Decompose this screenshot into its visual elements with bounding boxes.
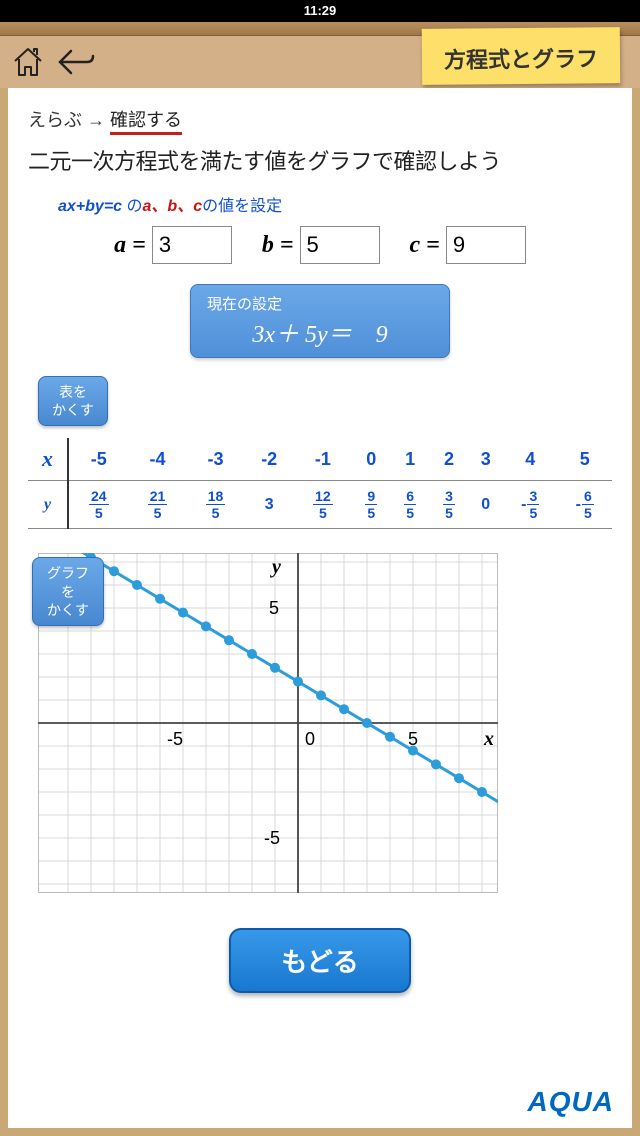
table-cell: 185 [187,481,245,529]
logo: AQUA [528,1086,614,1118]
graph: xy-5505-5 [38,553,498,893]
table-cell: -1 [294,438,352,481]
y-header: y [28,481,68,529]
table-cell: 65 [391,481,430,529]
back-arrow-icon [57,47,95,77]
table-cell: 215 [129,481,187,529]
table-cell: 3 [468,438,503,481]
input-a[interactable] [152,226,232,264]
breadcrumb-step2: 確認する [110,110,182,135]
svg-text:-5: -5 [264,828,280,848]
label-c: c = [410,232,440,259]
svg-text:y: y [270,556,281,578]
table-cell: 35 [430,481,469,529]
label-b: b = [262,232,294,259]
table-cell: -4 [129,438,187,481]
header: 方程式とグラフ [0,36,640,88]
eq-template: ax+by=c [58,198,122,215]
current-setting-box: 現在の設定 3x＋ 5y＝ 9 [190,284,450,358]
table-cell: 2 [430,438,469,481]
toggle-graph-button[interactable]: グラフをかくす [32,557,104,626]
page-title: 方程式とグラフ [444,46,598,72]
page-title-sticky: 方程式とグラフ [422,27,620,85]
input-group-a: a = [114,226,232,264]
return-button[interactable]: もどる [229,928,410,993]
current-setting-label: 現在の設定 [207,293,433,314]
table-cell: 4 [503,438,557,481]
table-cell: 3 [245,481,294,529]
svg-text:-5: -5 [167,729,183,749]
breadcrumb: えらぶ → 確認する [28,106,612,132]
input-group-c: c = [410,226,526,264]
table-cell: 0 [352,438,391,481]
table-cell: 245 [68,481,129,529]
input-b[interactable] [300,226,380,264]
toggle-table-button[interactable]: 表をかくす [38,376,108,426]
table-cell: -5 [68,438,129,481]
label-a: a = [114,232,146,259]
breadcrumb-arrow: → [87,110,105,130]
table-cell: 95 [352,481,391,529]
input-c[interactable] [446,226,526,264]
breadcrumb-step1: えらぶ [28,110,82,130]
svg-text:0: 0 [305,729,315,749]
status-bar: 11:29 [0,0,640,22]
table-cell: 0 [468,481,503,529]
table-y-row: y 24521518531259565350-35-65 [28,481,612,529]
svg-text:x: x [483,728,494,750]
content-area: えらぶ → 確認する 二元一次方程式を満たす値をグラフで確認しよう ax+by=… [8,88,632,1128]
data-table: x -5-4-3-2-1012345 y 2452151853125956535… [28,438,612,529]
table-cell: 5 [557,438,612,481]
table-cell: 125 [294,481,352,529]
inputs-row: a = b = c = [28,226,612,264]
table-cell: -65 [557,481,612,529]
heading: 二元一次方程式を満たす値をグラフで確認しよう [28,144,612,176]
input-group-b: b = [262,226,380,264]
home-icon [11,45,45,79]
status-time: 11:29 [304,3,337,18]
table-cell: 1 [391,438,430,481]
x-header: x [28,438,68,481]
current-equation: 3x＋ 5y＝ 9 [207,314,433,349]
graph-container: グラフをかくす xy-5505-5 [38,553,612,898]
table-cell: -35 [503,481,557,529]
setting-label: ax+by=c のa、b、cの値を設定 [58,192,612,216]
svg-text:5: 5 [269,598,279,618]
table-cell: -3 [187,438,245,481]
back-button[interactable] [56,42,96,82]
table-cell: -2 [245,438,294,481]
home-button[interactable] [8,42,48,82]
table-x-row: x -5-4-3-2-1012345 [28,438,612,481]
